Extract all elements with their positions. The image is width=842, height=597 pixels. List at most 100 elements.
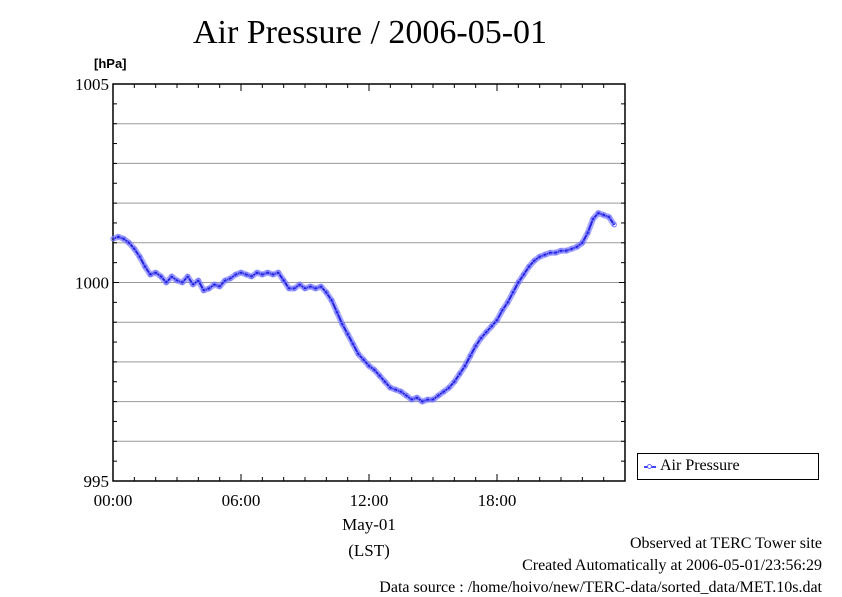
data-point [441,389,447,395]
data-point [297,281,303,287]
axes [112,83,626,482]
x-tick-label: 00:00 [94,491,133,510]
data-point [510,289,516,295]
data-point [195,278,201,284]
data-point [611,222,617,228]
y-axis-unit-label: [hPa] [94,56,127,71]
data-point [126,240,132,246]
data-point [606,214,612,220]
axis-labels: 995 1000 1005 [hPa] 00:00 06:00 12:00 18:00 May-… [75,56,516,560]
data-point [179,280,185,285]
data-point [499,307,505,313]
data-point [483,329,489,335]
data-point [462,363,468,369]
x-tick-label: 06:00 [222,491,261,510]
data-point [185,274,191,280]
data-point [222,278,228,284]
data-point [467,353,473,359]
series-layer [110,210,617,405]
x-axis-label: (LST) [348,541,390,560]
data-point [211,281,217,287]
data-point [361,357,367,363]
data-point [318,283,324,289]
data-point [531,258,537,264]
data-point [131,246,137,252]
data-point [371,367,377,373]
data-point [174,278,180,284]
data-point [153,270,159,276]
data-point [393,387,399,393]
data-point [190,281,196,287]
data-point [142,264,148,270]
data-point [430,397,436,403]
footer-source: Data source : /home/hoivo/new/TERC-data/… [379,579,822,596]
data-point [574,244,580,250]
data-point [238,270,244,276]
data-point [553,250,559,256]
data-point [147,272,153,278]
y-tick-label: 995 [84,472,110,491]
data-point [169,274,175,280]
data-point [206,285,212,291]
data-point [414,395,420,401]
data-point [595,210,601,216]
data-point [451,379,457,385]
x-tick-label: 12:00 [350,491,389,510]
data-point [419,399,425,405]
data-point [590,216,596,222]
data-point [473,343,479,349]
data-point [585,230,591,236]
legend-label: Air Pressure [660,457,740,474]
data-point [425,397,431,403]
data-point [110,236,116,242]
data-point [409,397,415,403]
data-point [259,272,265,278]
legend-swatch-icon [644,464,656,469]
data-point [542,252,548,258]
data-point [505,299,511,305]
data-point [233,272,239,278]
data-point [270,272,276,278]
data-point [446,385,452,391]
data-point [265,270,271,276]
data-point [457,371,463,377]
data-point [163,280,169,285]
data-point [355,351,361,357]
footer-created: Created Automatically at 2006-05-01/23:5… [522,557,822,574]
data-point [302,285,308,291]
footer-observed: Observed at TERC Tower site [629,535,822,552]
series-band [111,210,617,405]
data-point [366,363,372,369]
data-point [350,341,356,347]
data-point [307,283,313,289]
series-line [112,212,616,403]
data-point [569,246,575,252]
x-tick-label: 18:00 [478,491,517,510]
data-point [275,270,281,276]
data-point [558,248,564,254]
data-point [227,276,233,282]
data-point [526,264,532,270]
data-point [387,385,393,391]
data-point [489,323,495,329]
data-point [281,278,287,284]
data-point [291,285,297,291]
data-point [403,393,409,399]
data-point [398,389,404,395]
data-point [563,248,569,254]
data-point [329,297,335,303]
data-point [537,254,543,260]
data-point [382,379,388,385]
data-point [121,236,127,242]
data-point [158,274,164,280]
data-point [313,285,319,291]
data-point [547,250,553,256]
data-point [217,283,223,289]
y-tick-label: 1000 [75,274,109,293]
data-point [249,274,255,280]
data-point [334,309,340,315]
data-point [254,270,260,276]
data-point [377,373,383,379]
data-point [345,331,351,337]
data-point [579,240,585,246]
